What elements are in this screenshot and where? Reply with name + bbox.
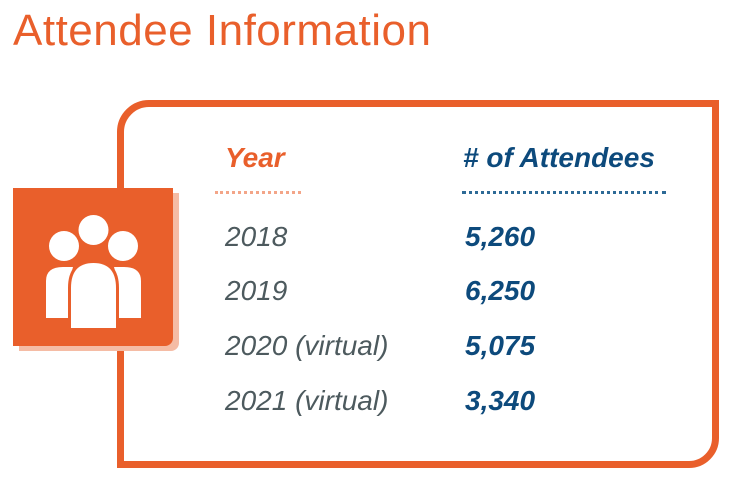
attendees-cell: 5,260	[465, 221, 536, 252]
attendees-cell: 5,075	[465, 330, 536, 361]
people-group-icon	[13, 188, 173, 346]
year-divider	[215, 191, 301, 194]
attendees-divider	[462, 191, 666, 194]
attendees-cell: 3,340	[465, 385, 536, 416]
year-cell: 2020 (virtual)	[225, 330, 389, 361]
header-attendees: # of Attendees	[463, 142, 655, 173]
page-title: Attendee Information	[13, 6, 432, 55]
header-year: Year	[225, 142, 285, 173]
attendee-card	[117, 100, 719, 468]
year-cell: 2021 (virtual)	[225, 385, 389, 416]
year-cell: 2019	[225, 275, 288, 306]
attendees-cell: 6,250	[465, 275, 536, 306]
year-cell: 2018	[225, 221, 288, 252]
